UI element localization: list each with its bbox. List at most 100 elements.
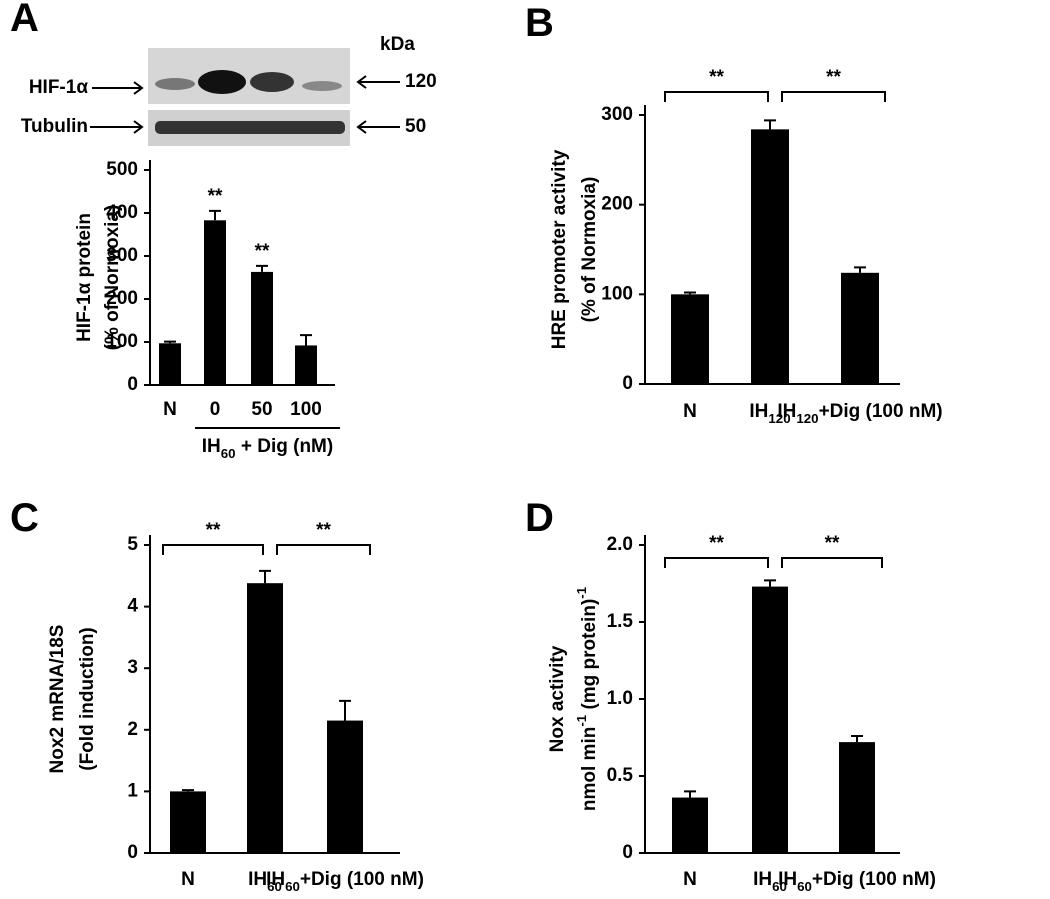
- x-tick-label: 100: [290, 399, 322, 420]
- x-tick-label: IH60: [753, 869, 787, 894]
- error-bar: [764, 119, 776, 130]
- y-tick-label: 1: [127, 780, 138, 801]
- y-tick-label: 0: [622, 373, 633, 394]
- blot-band: [155, 78, 195, 90]
- bar: [841, 272, 879, 384]
- y-tick-label: 300: [601, 104, 633, 125]
- y-tick-label: 1.0: [607, 688, 633, 709]
- y-axis-label: HIF-1α protein: [74, 213, 95, 342]
- error-bar: [339, 699, 351, 721]
- bar: [204, 220, 226, 385]
- y-tick-label: 0: [127, 842, 138, 863]
- bar: [751, 129, 789, 384]
- blot-band: [198, 70, 246, 94]
- y-axis-label: (Fold induction): [77, 627, 98, 771]
- x-tick-label: IH60: [248, 869, 282, 894]
- error-bar: [164, 340, 176, 344]
- error-bar: [851, 734, 863, 743]
- panel-label: D: [525, 496, 554, 540]
- significance: **: [825, 533, 840, 554]
- bar: [327, 720, 363, 853]
- x-tick-label: IH120: [749, 401, 790, 426]
- y-tick-label: 5: [127, 534, 138, 555]
- error-bar: [209, 209, 221, 221]
- significance: **: [316, 520, 331, 541]
- x-tick-label: IH120+Dig (100 nM): [777, 401, 942, 426]
- y-tick-label: 200: [106, 288, 138, 309]
- error-bar: [854, 266, 866, 273]
- error-bar: [684, 790, 696, 798]
- blot-band: [155, 121, 345, 134]
- group-label: IH60 + Dig (nM): [202, 436, 333, 461]
- y-tick-label: 0: [127, 374, 138, 395]
- error-bar: [182, 789, 194, 792]
- y-tick-label: 500: [106, 159, 138, 180]
- y-axis-label: (% of Normoxia): [102, 205, 123, 351]
- arrow: [356, 75, 400, 89]
- error-bar: [259, 569, 271, 584]
- x-tick-label: N: [683, 869, 697, 890]
- error-bar: [764, 579, 776, 587]
- bracket: [781, 557, 883, 568]
- panel-label: C: [10, 496, 39, 540]
- x-tick-label: 0: [210, 399, 221, 420]
- bar: [247, 583, 283, 853]
- error-bar: [684, 291, 696, 295]
- bar: [159, 343, 181, 385]
- y-tick-label: 300: [106, 245, 138, 266]
- x-tick-label: IH60+Dig (100 nM): [778, 869, 936, 894]
- y-axis-label: Nox activity: [547, 645, 568, 752]
- bracket: [781, 91, 886, 102]
- blot-strip: [148, 48, 350, 104]
- x-tick-label: N: [181, 869, 195, 890]
- x-tick-label: N: [163, 399, 177, 420]
- x-tick-label: 50: [251, 399, 272, 420]
- error-bar: [256, 264, 268, 272]
- blot-band: [250, 72, 294, 92]
- bracket: [276, 544, 371, 555]
- unit-label: kDa: [380, 34, 415, 55]
- bar: [839, 742, 875, 853]
- y-tick-label: 4: [127, 596, 138, 617]
- marker-label: 120: [405, 71, 437, 92]
- x-tick-label: IH60+Dig (100 nM): [266, 869, 424, 894]
- x-tick-label: N: [683, 401, 697, 422]
- bar: [752, 586, 788, 853]
- y-tick-label: 1.5: [607, 611, 634, 632]
- significance: **: [206, 520, 221, 541]
- y-tick-label: 100: [106, 331, 138, 352]
- y-tick-label: 400: [106, 202, 138, 223]
- y-tick-label: 2: [127, 719, 138, 740]
- band-label: HIF-1α: [29, 77, 89, 98]
- y-tick-label: 3: [127, 657, 138, 678]
- y-axis-label: (% of Normoxia): [579, 177, 600, 323]
- significance: **: [208, 186, 223, 207]
- significance: **: [826, 67, 841, 88]
- y-tick-label: 100: [601, 283, 633, 304]
- y-axis-label: HRE promoter activity: [549, 149, 570, 349]
- blot-band: [302, 81, 342, 91]
- panel-label: B: [525, 1, 554, 45]
- bar: [251, 271, 273, 385]
- bracket: [162, 544, 264, 555]
- significance: **: [255, 241, 270, 262]
- arrow: [90, 120, 144, 134]
- y-tick-label: 0: [622, 842, 633, 863]
- significance: **: [709, 67, 724, 88]
- error-bar: [300, 334, 312, 346]
- bar: [170, 791, 206, 853]
- y-axis-label: Nox2 mRNA/18S: [47, 625, 68, 774]
- blot: [90, 48, 400, 146]
- panel-label: A: [10, 0, 39, 40]
- bar: [671, 294, 709, 384]
- y-tick-label: 200: [601, 194, 633, 215]
- bar: [672, 797, 708, 853]
- y-tick-label: 0.5: [607, 765, 634, 786]
- band-label: Tubulin: [21, 116, 88, 137]
- marker-label: 50: [405, 116, 426, 137]
- arrow: [356, 120, 400, 134]
- significance: **: [709, 533, 724, 554]
- bracket: [664, 557, 769, 568]
- bar: [295, 345, 317, 385]
